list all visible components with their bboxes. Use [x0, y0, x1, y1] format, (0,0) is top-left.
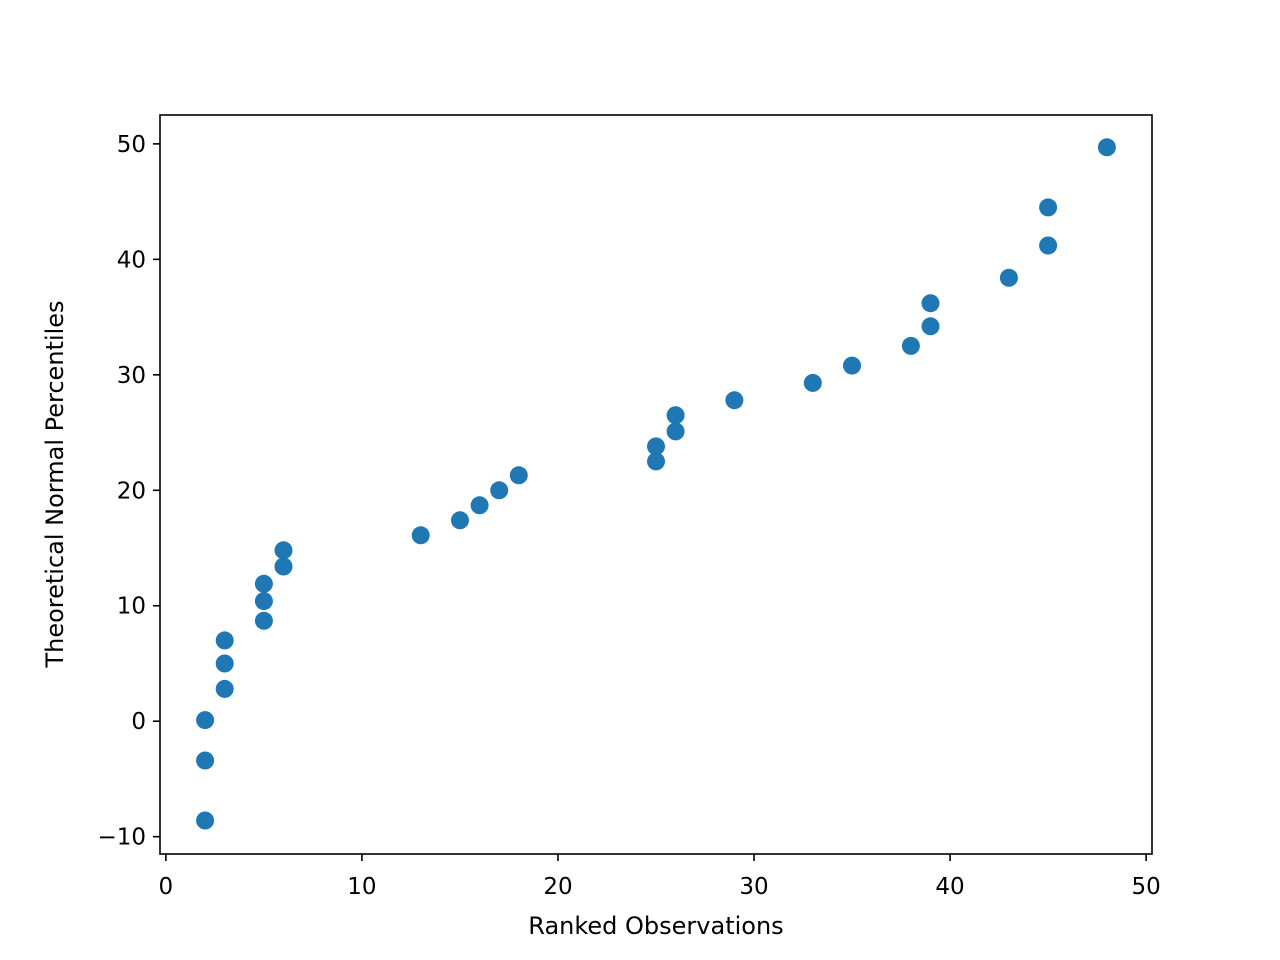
data-point — [411, 526, 430, 545]
y-tick-label: 10 — [117, 594, 146, 620]
data-point — [254, 611, 273, 630]
y-tick-label: 40 — [117, 247, 146, 273]
y-tick-label: 50 — [117, 132, 146, 158]
data-point — [254, 574, 273, 593]
y-axis-ticks: −10 0 10 20 30 40 50 — [97, 132, 160, 851]
data-point — [803, 373, 822, 392]
y-tick-label: −10 — [97, 825, 146, 851]
data-point — [196, 811, 215, 830]
data-point — [647, 437, 665, 456]
x-tick-label: 0 — [159, 874, 174, 900]
x-axis-label: Ranked Observations — [528, 912, 783, 940]
data-point — [666, 406, 685, 425]
data-point — [254, 592, 273, 611]
x-tick-label: 30 — [739, 874, 768, 900]
data-point — [196, 711, 215, 730]
x-tick-label: 50 — [1131, 874, 1160, 900]
data-point — [999, 268, 1018, 287]
data-point — [921, 317, 940, 336]
y-tick-label: 0 — [131, 709, 146, 735]
data-point — [1039, 198, 1058, 217]
data-point — [215, 631, 234, 650]
data-point — [215, 679, 234, 698]
data-point — [1039, 236, 1058, 255]
data-point — [921, 294, 940, 313]
data-point — [196, 751, 215, 770]
data-point — [843, 356, 861, 375]
y-axis-label: Theoretical Normal Percentiles — [41, 300, 69, 668]
y-tick-label: 30 — [117, 363, 146, 389]
data-point — [509, 466, 528, 485]
plot-frame — [159, 114, 1153, 855]
data-point — [666, 422, 685, 441]
data-point — [451, 511, 469, 530]
x-tick-label: 20 — [543, 874, 572, 900]
data-point — [1097, 138, 1116, 157]
data-point — [470, 496, 489, 515]
data-points — [196, 138, 1116, 830]
plot-area — [160, 115, 1152, 854]
data-point — [647, 452, 665, 471]
data-point — [725, 391, 744, 410]
data-point — [274, 557, 293, 576]
data-point — [274, 541, 293, 560]
data-point — [215, 654, 234, 673]
x-axis-ticks: 0 10 20 30 40 50 — [159, 854, 1161, 900]
y-tick-label: 20 — [117, 478, 146, 504]
x-tick-label: 40 — [935, 874, 964, 900]
data-point — [490, 481, 509, 500]
data-point — [901, 336, 920, 355]
x-tick-label: 10 — [347, 874, 376, 900]
